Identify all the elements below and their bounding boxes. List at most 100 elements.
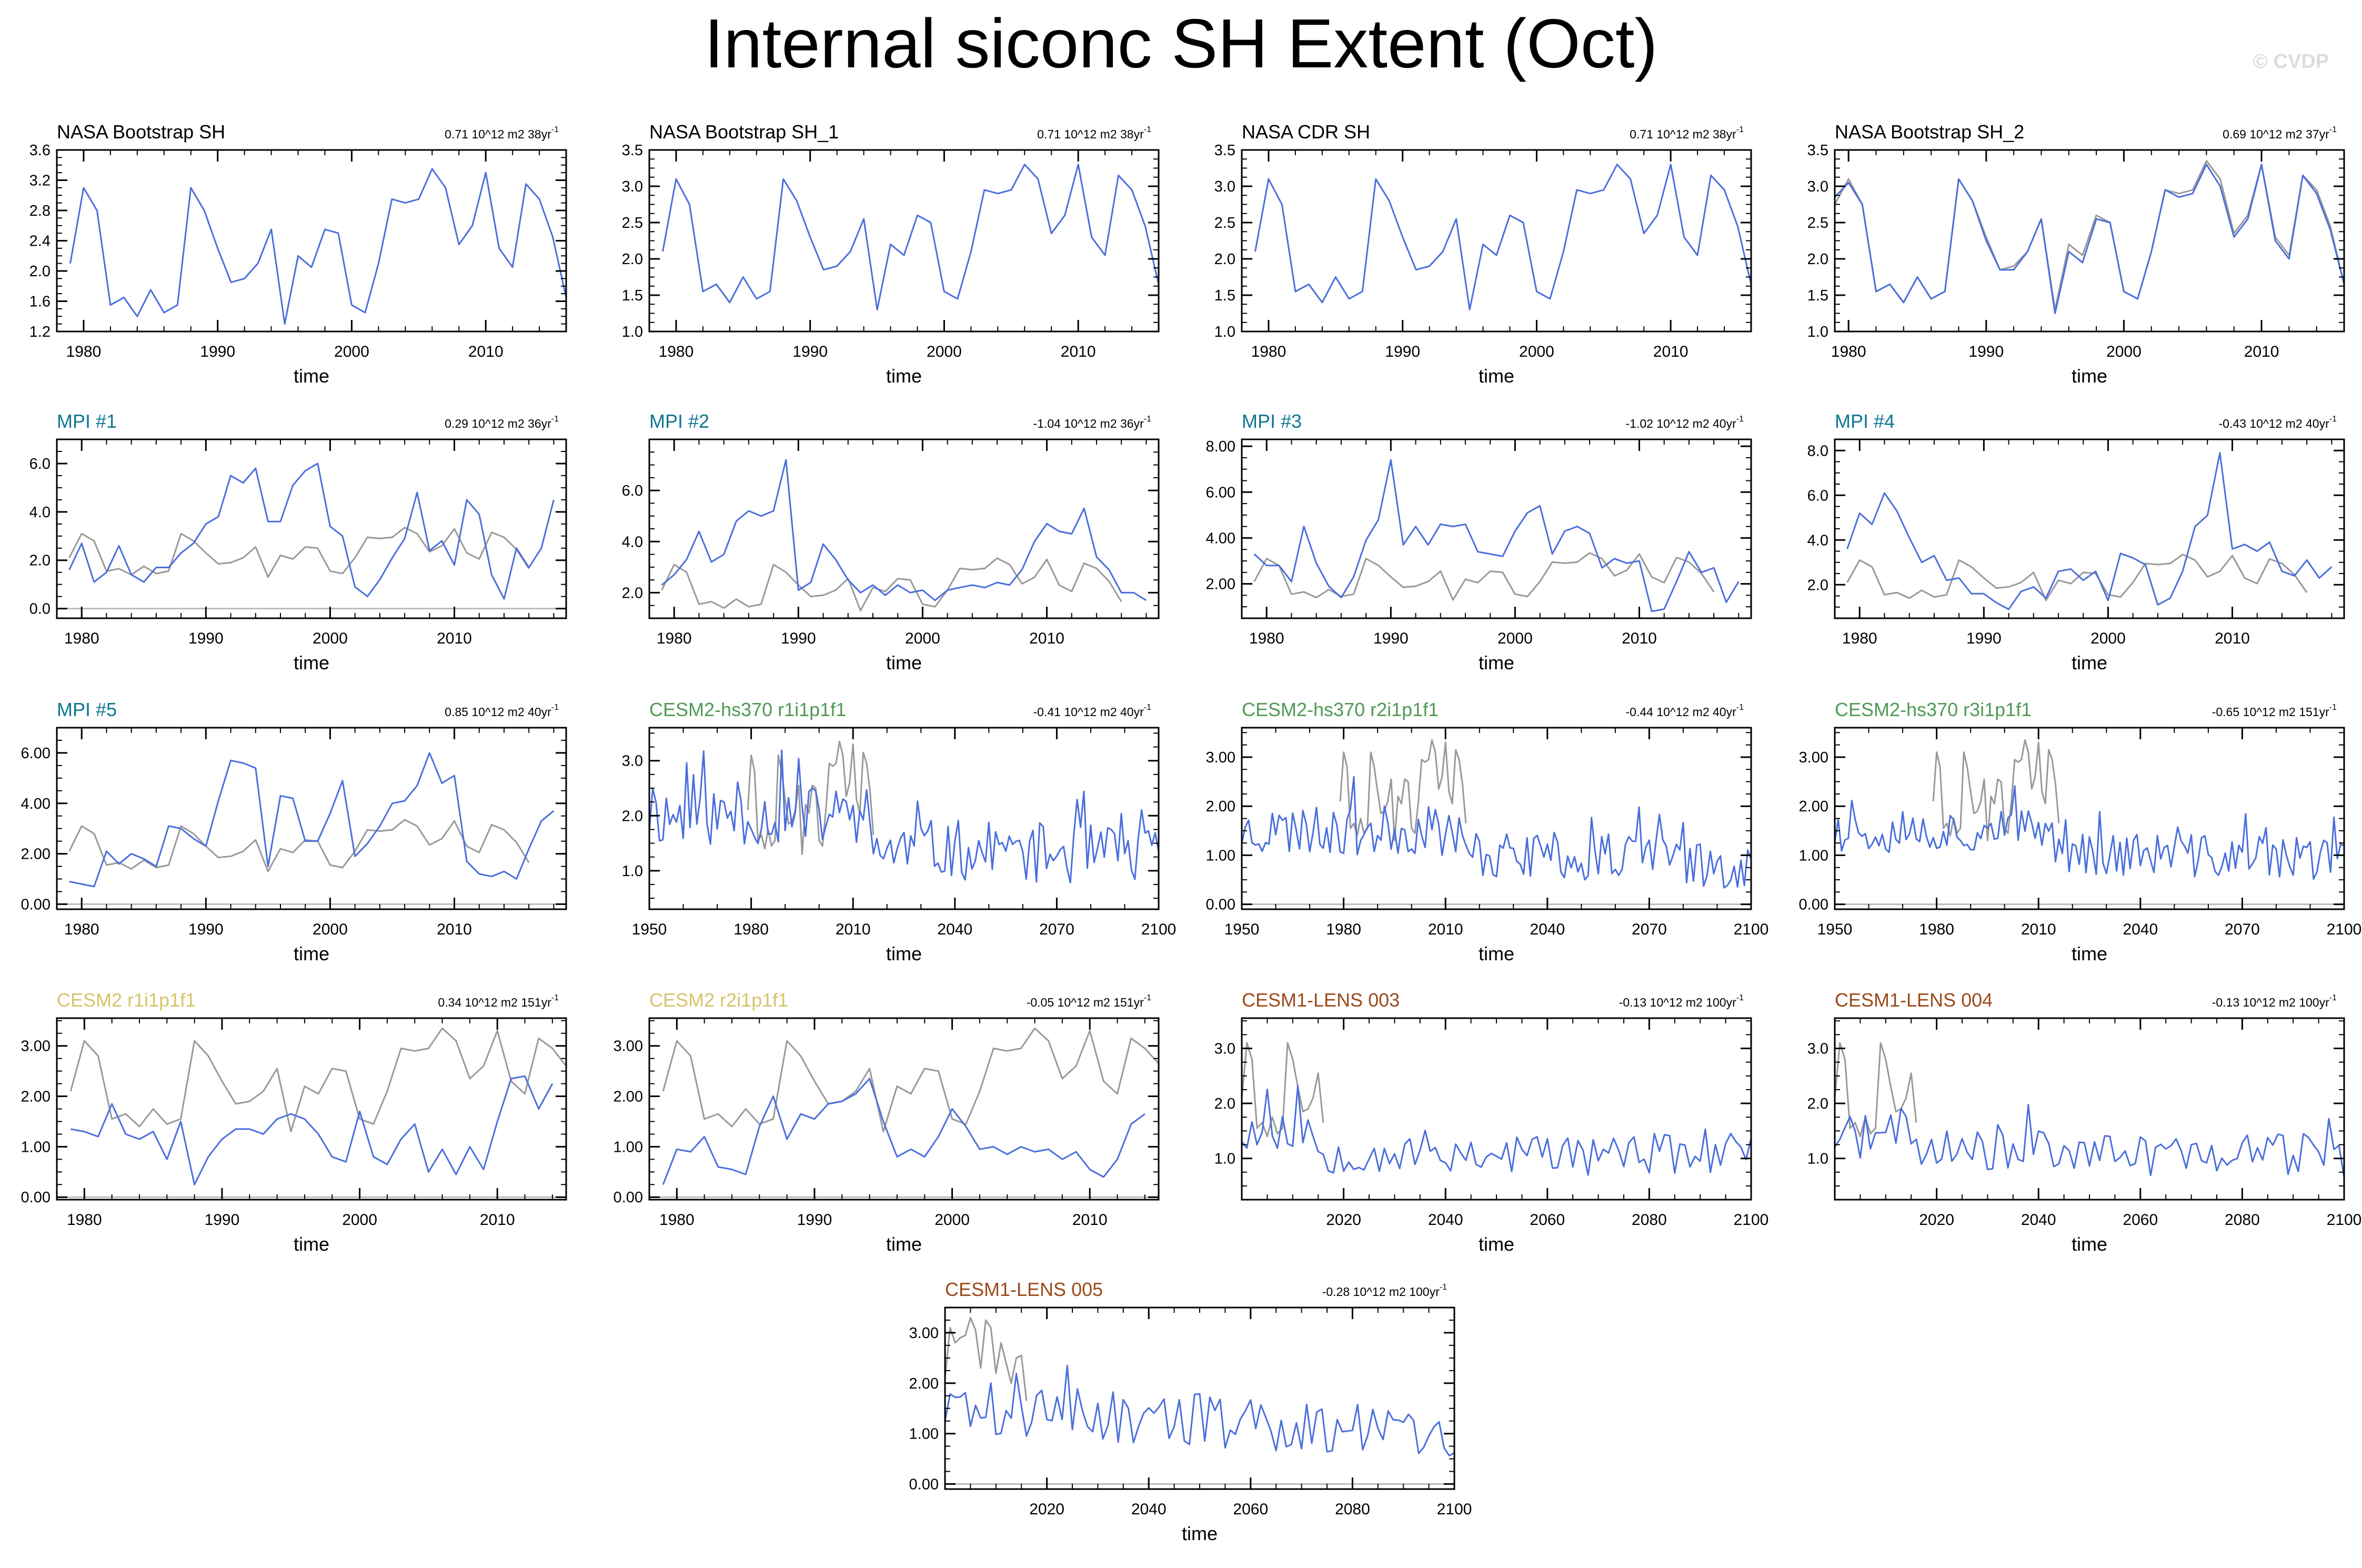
x-tick-label: 2010 [2021, 921, 2056, 938]
x-axis-label: time [1479, 943, 1514, 964]
model-series-line [661, 459, 1147, 601]
observed-series-line [662, 1027, 1160, 1133]
trend-label: -1.04 10^12 m2 36yr-1 [1033, 415, 1152, 430]
x-axis-label: time [886, 652, 922, 674]
y-tick-label: 1.2 [29, 324, 51, 340]
plot-frame [648, 438, 1160, 619]
y-tick-label: 2.0 [1214, 251, 1235, 268]
plot-frame [56, 1017, 567, 1201]
y-tick-label: 1.00 [21, 1139, 51, 1155]
panel-6: 1980 1990 2000 2010 2.0 4.0 6.0 MPI #2 -1.04 10^… [622, 410, 1160, 674]
x-tick-label: 1980 [66, 343, 102, 360]
observed-series-line [661, 557, 1122, 611]
y-tick-label: 0.00 [614, 1189, 643, 1206]
y-tick-label: 3.0 [622, 753, 643, 770]
trend-label: -0.44 10^12 m2 40yr-1 [1626, 703, 1744, 719]
plot-frame [648, 149, 1160, 333]
y-tick-label: 2.00 [21, 846, 51, 863]
panel-11: 1950 1980 2010 2040 2070 2100 0.00 1.00 2.00 3.00… [1206, 699, 1769, 964]
observed-series-line [944, 1316, 1028, 1401]
plot-frame [56, 149, 567, 333]
plot-frame [1241, 149, 1752, 333]
x-tick-label: 1990 [188, 630, 224, 647]
y-tick-label: 2.0 [622, 808, 643, 825]
y-tick-label: 1.0 [1807, 324, 1828, 340]
x-tick-label: 1980 [657, 630, 692, 647]
panel-17: 2020 2040 2060 2080 2100 0.00 1.00 2.00 3.00 CESM… [909, 1279, 1472, 1544]
x-tick-label: 1990 [792, 343, 828, 360]
x-tick-label: 2080 [2225, 1211, 2260, 1229]
x-tick-label: 2010 [1653, 343, 1688, 360]
x-tick-label: 1950 [1224, 921, 1260, 938]
model-series-line [662, 164, 1160, 311]
x-tick-label: 2100 [1734, 1211, 1769, 1229]
x-tick-label: 2010 [836, 921, 871, 938]
x-tick-label: 1990 [781, 630, 816, 647]
panel-title: NASA Bootstrap SH [57, 121, 225, 143]
x-axis-label: time [1479, 652, 1514, 674]
y-tick-label: 1.00 [614, 1139, 643, 1155]
x-tick-label: 2000 [334, 343, 369, 360]
x-tick-label: 2010 [1061, 343, 1096, 360]
x-axis-label: time [2072, 365, 2107, 387]
trend-superscript: -1 [1736, 125, 1744, 134]
y-tick-label: 3.6 [29, 142, 51, 159]
x-tick-label: 2010 [2244, 343, 2279, 360]
observed-series-line [1834, 1042, 1917, 1138]
y-tick-label: 2.0 [622, 251, 643, 268]
y-tick-label: 1.0 [1214, 1151, 1235, 1168]
trend-label: -1.02 10^12 m2 40yr-1 [1626, 415, 1744, 430]
y-tick-label: 0.00 [21, 896, 51, 913]
panel-12: 1950 1980 2010 2040 2070 2100 0.00 1.00 2.00 3.00… [1799, 699, 2362, 964]
x-tick-label: 1990 [797, 1211, 832, 1229]
y-tick-label: 2.0 [29, 263, 51, 280]
x-tick-label: 2020 [1919, 1211, 1954, 1229]
panel-14: 1980 1990 2000 2010 0.00 1.00 2.00 3.00 CESM2 r2… [614, 989, 1160, 1255]
panel-15: 2020 2040 2060 2080 2100 1.0 2.0 3.0 CESM1-LENS … [1214, 989, 1769, 1255]
trend-label: 0.71 10^12 m2 38yr-1 [1037, 125, 1151, 141]
y-tick-label: 6.0 [622, 483, 643, 499]
panel-title: NASA Bootstrap SH_2 [1835, 121, 2024, 143]
y-tick-label: 3.0 [1214, 1041, 1235, 1058]
y-tick-label: 6.0 [29, 456, 51, 473]
y-tick-label: 2.4 [29, 233, 51, 250]
trend-superscript: -1 [551, 993, 559, 1002]
trend-label: -0.43 10^12 m2 40yr-1 [2219, 415, 2337, 430]
model-series-line [648, 749, 1160, 883]
x-tick-label: 1980 [64, 630, 99, 647]
x-tick-label: 2000 [342, 1211, 377, 1229]
observed-series-line [1339, 739, 1467, 841]
trend-superscript: -1 [551, 415, 559, 424]
y-tick-label: 4.00 [1206, 530, 1235, 547]
x-tick-label: 1990 [1968, 343, 2004, 360]
y-tick-label: 6.0 [1807, 487, 1828, 504]
trend-label: 0.34 10^12 m2 151yr-1 [438, 993, 559, 1009]
x-axis-label: time [2072, 652, 2107, 674]
x-tick-label: 2010 [437, 630, 472, 647]
x-axis-label: time [886, 1233, 922, 1255]
y-tick-label: 2.0 [29, 552, 51, 569]
trend-superscript: -1 [1736, 993, 1744, 1002]
y-tick-label: 4.0 [1807, 532, 1828, 549]
plot-frame [1834, 438, 2345, 619]
trend-superscript: -1 [2329, 415, 2337, 424]
panel-4: 1980 1990 2000 2010 1.0 1.5 2.0 2.5 3.0 3.5 NASA B… [1807, 121, 2345, 387]
x-tick-label: 2040 [2021, 1211, 2056, 1229]
x-tick-label: 1990 [200, 343, 235, 360]
panel-13: 1980 1990 2000 2010 0.00 1.00 2.00 3.00 CESM2 r1… [21, 989, 567, 1255]
x-tick-label: 2100 [2327, 921, 2362, 938]
observed-series-line [68, 527, 530, 578]
y-tick-label: 2.0 [1214, 1095, 1235, 1112]
x-axis-label: time [1479, 365, 1514, 387]
y-tick-label: 2.0 [1807, 577, 1828, 594]
x-tick-label: 2010 [1622, 630, 1657, 647]
y-tick-label: 2.0 [1807, 1095, 1828, 1112]
trend-label: -0.13 10^12 m2 100yr-1 [1619, 993, 1744, 1009]
observed-series-line [1253, 552, 1715, 601]
trend-label: 0.69 10^12 m2 37yr-1 [2223, 125, 2337, 141]
x-tick-label: 2000 [2106, 343, 2142, 360]
x-tick-label: 1950 [632, 921, 667, 938]
trend-superscript: -1 [551, 703, 559, 712]
x-tick-label: 2000 [905, 630, 940, 647]
x-tick-label: 2010 [1072, 1211, 1108, 1229]
